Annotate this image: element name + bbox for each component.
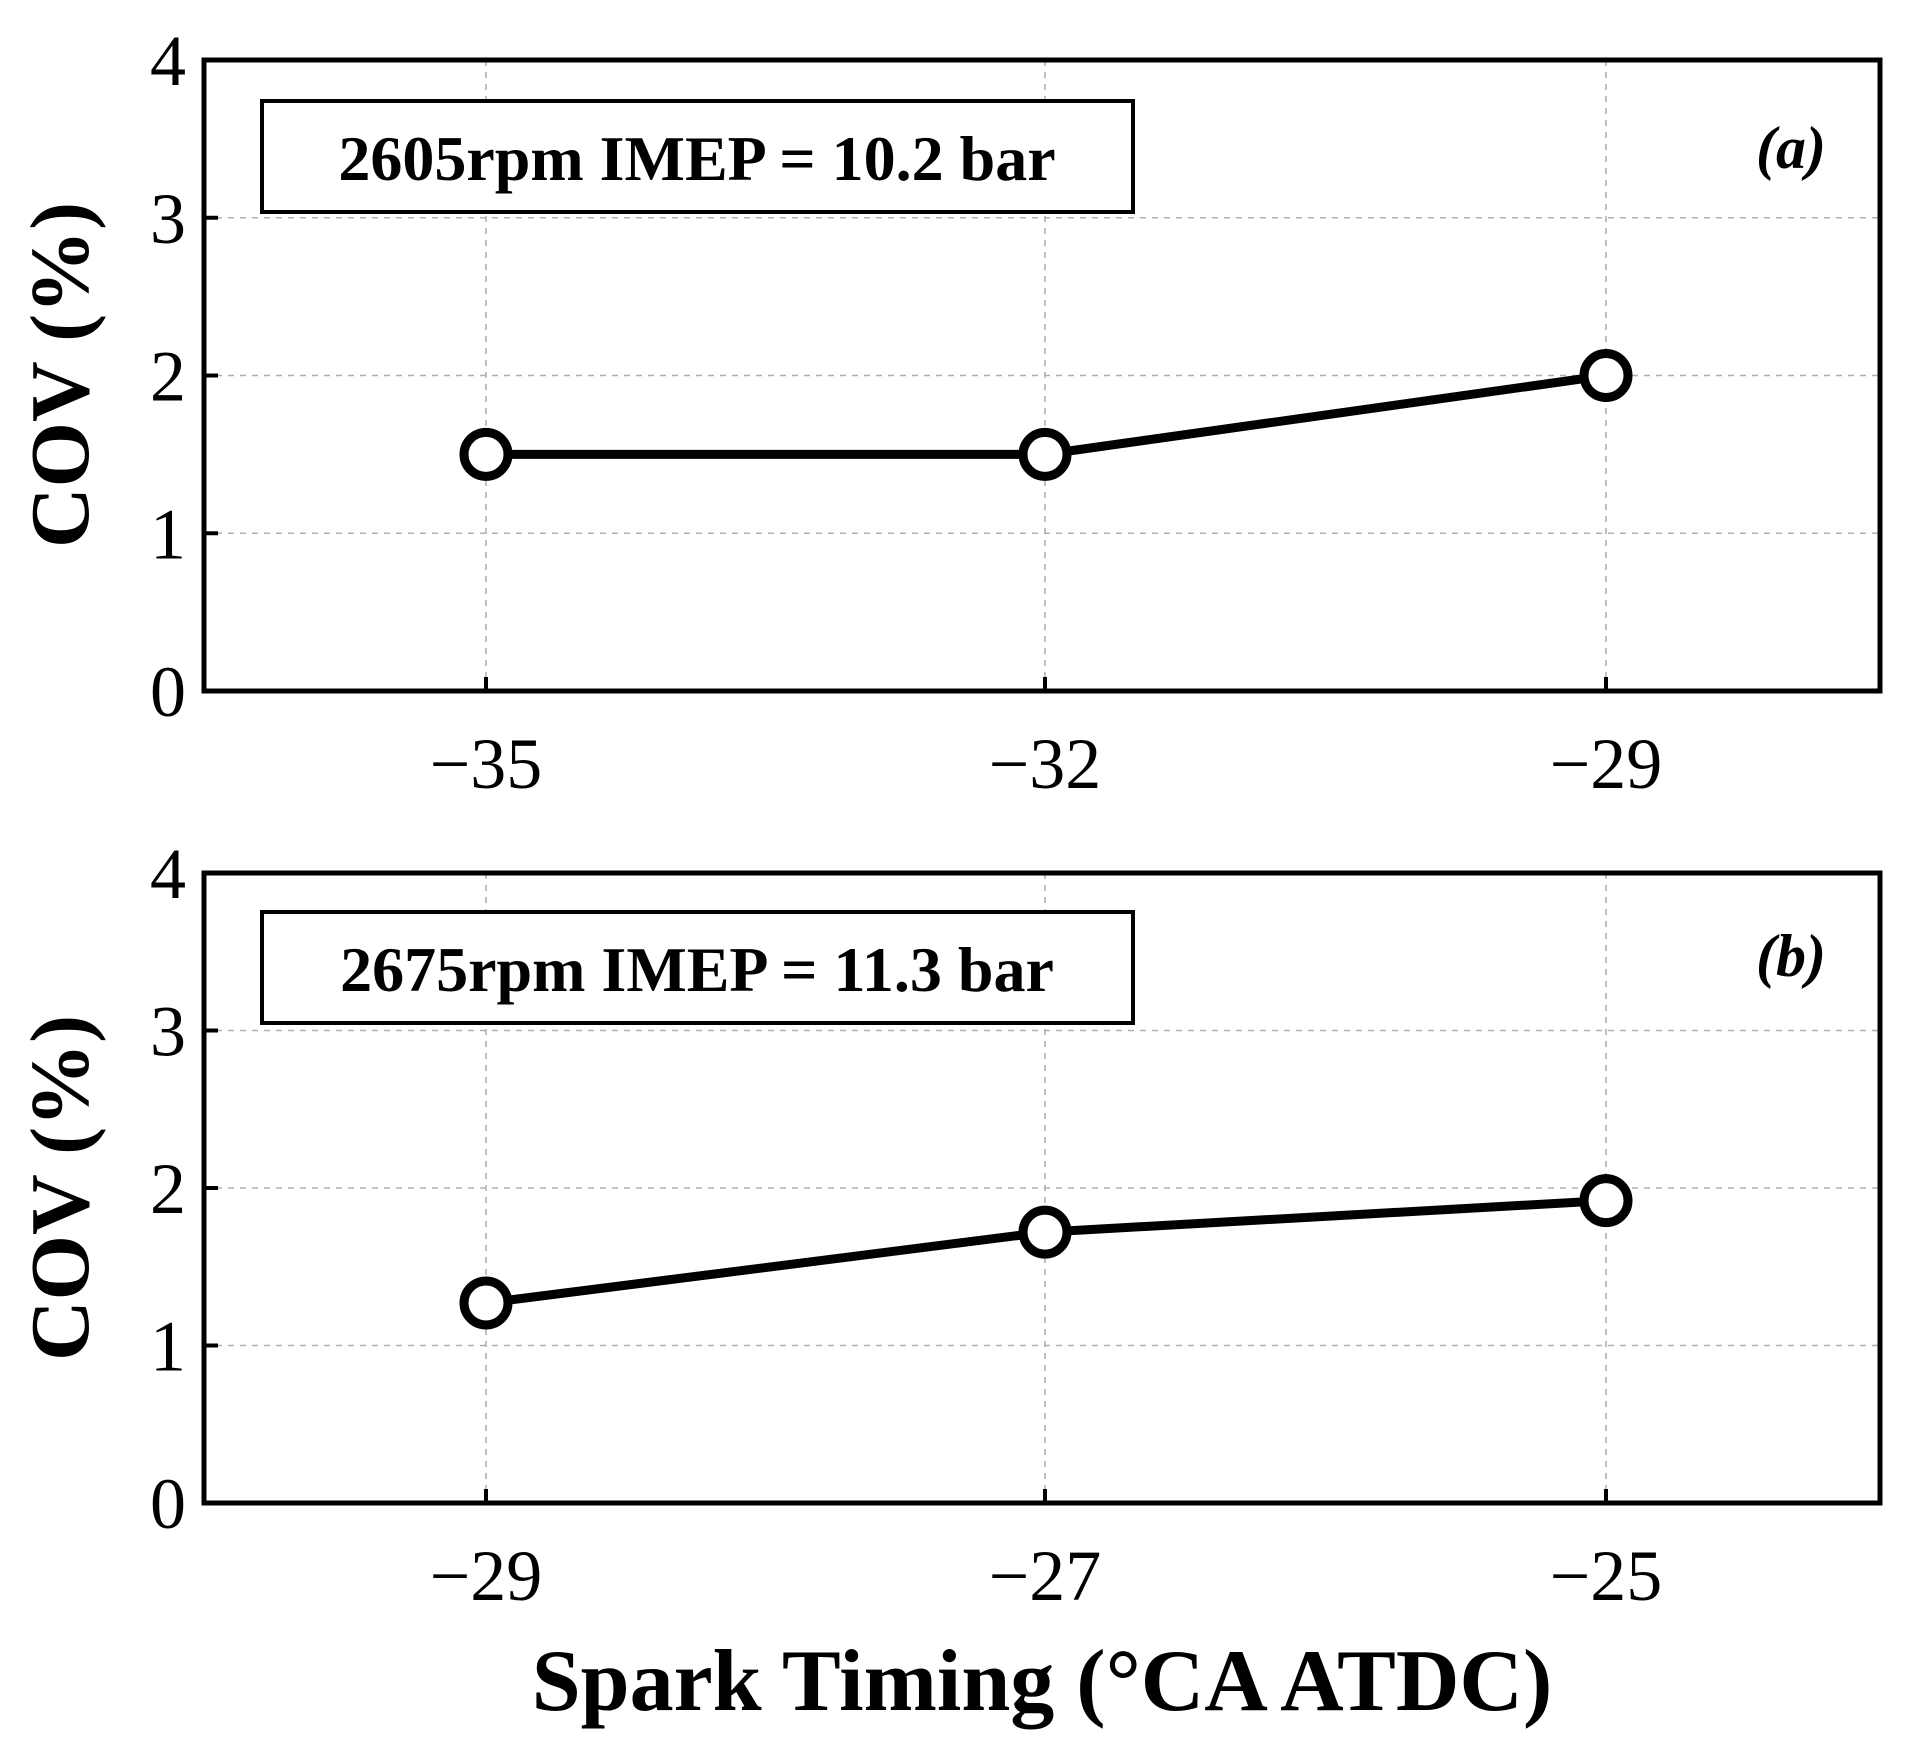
panel-a-ytick-label-1: 1 bbox=[150, 494, 186, 574]
panel-b-ytick-label-1: 1 bbox=[150, 1307, 186, 1387]
panel-a-point-1 bbox=[1018, 427, 1072, 481]
panel-b-label: (b) bbox=[1756, 923, 1826, 989]
panel-a-annotation-box bbox=[260, 99, 1135, 214]
panel-a: 0 1 2 3 4 −35 −32 −29 COV (%) 2605rpm IMEP = 1… bbox=[14, 21, 1883, 804]
panel-b: 0 1 2 3 4 −29 −27 −25 COV (%) 2675rpm IMEP = 1… bbox=[14, 834, 1883, 1730]
panel-b-ytick-label-4: 4 bbox=[150, 834, 186, 914]
x-axis-label: Spark Timing (°CA ATDC) bbox=[532, 1633, 1553, 1730]
panel-b-xtick-label-1: −27 bbox=[989, 1536, 1102, 1616]
panel-a-ytick-label-2: 2 bbox=[150, 337, 186, 417]
panel-a-xtick-label-1: −32 bbox=[989, 724, 1102, 804]
panel-a-y-axis-label: COV (%) bbox=[14, 202, 107, 548]
panel-a-ytick-label-4: 4 bbox=[150, 21, 186, 101]
panel-b-y-axis-label: COV (%) bbox=[14, 1015, 107, 1361]
panel-a-ytick-label-3: 3 bbox=[150, 179, 186, 259]
panel-a-xtick-label-0: −35 bbox=[430, 724, 543, 804]
panel-a-annotation-text: 2605rpm IMEP = 10.2 bar bbox=[338, 123, 1055, 194]
panel-a-annotation: 2605rpm IMEP = 10.2 bar bbox=[260, 99, 1135, 214]
panel-b-ytick-label-0: 0 bbox=[150, 1464, 186, 1544]
panel-a-label: (a) bbox=[1756, 115, 1826, 181]
panel-a-point-2 bbox=[1579, 349, 1633, 402]
panel-b-ytick-label-2: 2 bbox=[150, 1149, 186, 1229]
panel-b-point-2 bbox=[1579, 1174, 1633, 1228]
panel-a-ytick-label-0: 0 bbox=[150, 652, 186, 732]
panel-b-xtick-label-0: −29 bbox=[430, 1536, 543, 1616]
panel-b-annotation: 2675rpm IMEP = 11.3 bar bbox=[260, 910, 1135, 1025]
panel-a-xtick-label-2: −29 bbox=[1550, 724, 1663, 804]
panel-b-annotation-box bbox=[260, 910, 1135, 1025]
panel-b-xtick-label-2: −25 bbox=[1550, 1536, 1663, 1616]
panel-b-point-0 bbox=[459, 1276, 513, 1330]
panel-a-point-0 bbox=[459, 427, 513, 481]
panel-b-annotation-text: 2675rpm IMEP = 11.3 bar bbox=[340, 934, 1054, 1005]
panel-b-point-1 bbox=[1018, 1205, 1072, 1259]
panel-b-ytick-label-3: 3 bbox=[150, 992, 186, 1072]
